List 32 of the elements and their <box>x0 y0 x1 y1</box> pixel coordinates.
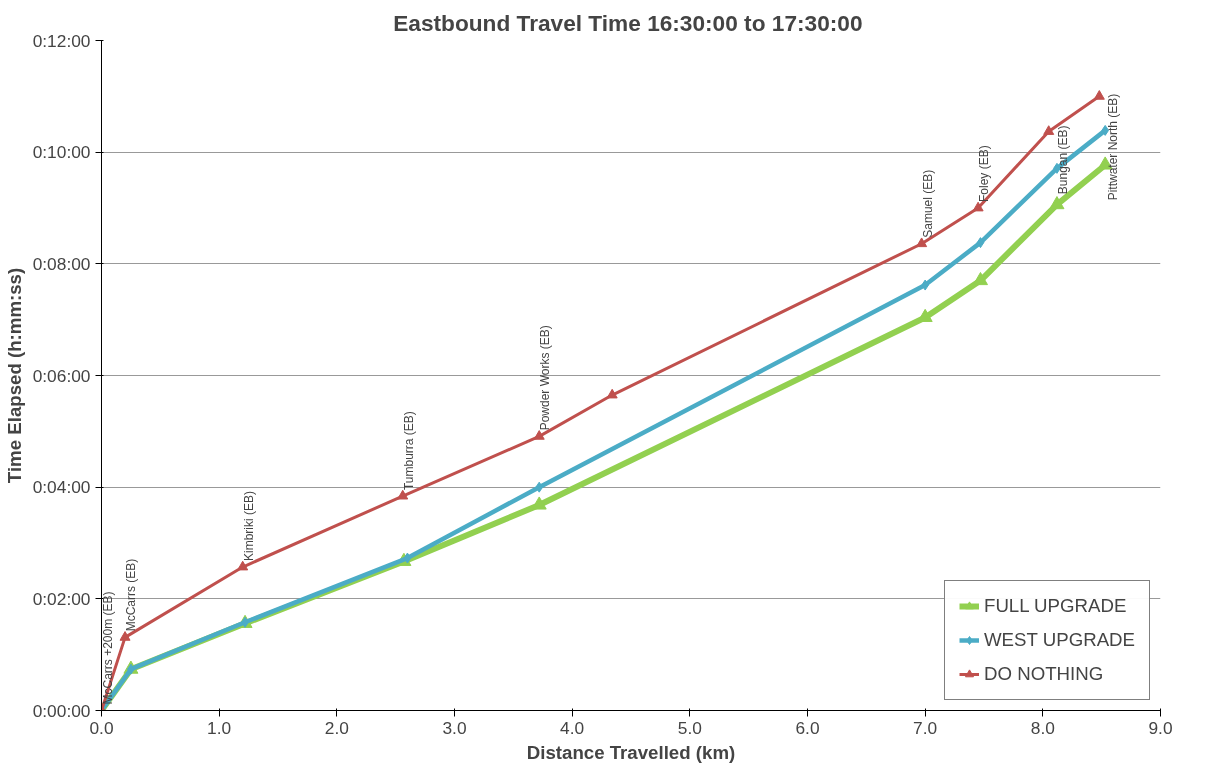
x-tick-label: 8.0 <box>1030 717 1055 738</box>
annotation: Samuel (EB) <box>920 169 935 238</box>
x-tick-label: 4.0 <box>560 717 585 738</box>
annotation: Powder Works (EB) <box>538 325 553 431</box>
x-tick-label: 1.0 <box>207 717 232 738</box>
annotation: Tumburra (EB) <box>401 411 416 491</box>
chart-title: Eastbound Travel Time 16:30:00 to 17:30:00 <box>393 9 863 36</box>
x-tick-label: 2.0 <box>324 717 349 738</box>
legend-label: FULL UPGRADE <box>984 595 1127 617</box>
y-tick-label: 0:02:00 <box>32 588 91 609</box>
annotation: McCarrs +200m (EB) <box>100 591 115 705</box>
x-tick-label: 5.0 <box>677 717 702 738</box>
y-tick-label: 0:08:00 <box>32 253 91 274</box>
legend-label: WEST UPGRADE <box>984 629 1135 651</box>
annotation: Kimbriki (EB) <box>241 490 256 562</box>
annotation: McCarrs (EB) <box>124 558 139 632</box>
x-tick-label: 6.0 <box>795 717 820 738</box>
x-tick-label: 0.0 <box>89 717 114 738</box>
y-axis-title: Time Elapsed (h:mm:ss) <box>3 267 25 484</box>
y-tick-label: 0:04:00 <box>32 477 91 498</box>
annotation: Bungan (EB) <box>1055 125 1070 195</box>
y-tick-label: 0:00:00 <box>32 700 91 721</box>
legend-label: DO NOTHING <box>984 663 1104 685</box>
annotation: Foley (EB) <box>977 145 992 202</box>
x-axis-title: Distance Travelled (km) <box>526 741 736 763</box>
annotation: Pittwater North (EB) <box>1106 93 1121 201</box>
x-tick-label: 3.0 <box>442 717 467 738</box>
x-tick-label: 9.0 <box>1148 717 1173 738</box>
y-tick-label: 0:10:00 <box>32 142 91 163</box>
y-tick-label: 0:12:00 <box>32 30 91 51</box>
y-tick-label: 0:06:00 <box>32 365 91 386</box>
x-tick-label: 7.0 <box>913 717 938 738</box>
